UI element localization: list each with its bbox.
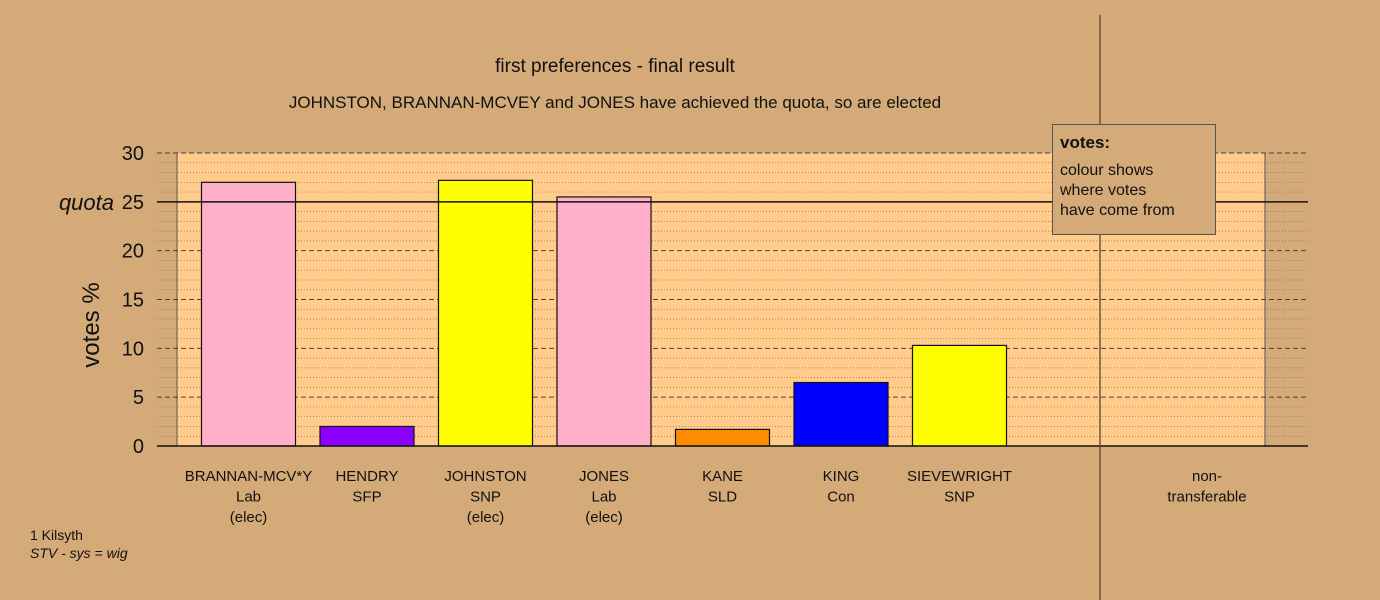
legend: votes: colour shows where votes have com… (1052, 124, 1216, 235)
legend-title: votes: (1060, 133, 1111, 152)
nontransferable-label: transferable (1167, 489, 1246, 506)
x-tick-label: Lab (591, 489, 616, 506)
x-tick-label: KING (823, 468, 860, 485)
y-tick-label: 20 (122, 241, 144, 263)
x-tick-label: JONES (579, 468, 629, 485)
x-tick-label: BRANNAN-MCV*Y (185, 468, 313, 485)
x-tick-label: SIEVEWRIGHT (907, 468, 1012, 485)
x-tick-label: (elec) (467, 509, 505, 526)
bar (319, 425, 415, 447)
bar (200, 181, 297, 447)
x-tick-label: SLD (708, 489, 737, 506)
x-tick-label: SNP (944, 489, 975, 506)
footer-ward: 1 Kilsyth (30, 527, 83, 543)
y-tick-label: 25 (122, 192, 144, 214)
bar (674, 428, 771, 447)
y-tick-label: 5 (133, 387, 144, 409)
legend-line-3: have come from (1060, 202, 1175, 219)
bar (793, 381, 889, 447)
chart-title: first preferences - final result (495, 56, 735, 77)
y-tick-label: 10 (122, 338, 144, 360)
y-tick-label: 30 (122, 143, 144, 165)
legend-line-2: where votes (1060, 182, 1147, 199)
y-tick-label: 15 (122, 290, 144, 312)
x-tick-label: (elec) (585, 509, 623, 526)
bar (556, 196, 652, 447)
quota-label: quota (59, 190, 114, 215)
nontransferable-label: non- (1192, 468, 1222, 485)
legend-line-1: colour shows (1060, 162, 1154, 179)
x-tick-label: Con (827, 489, 855, 506)
bar (911, 344, 1008, 447)
x-tick-label: KANE (702, 468, 743, 485)
x-tick-label: JOHNSTON (444, 468, 526, 485)
y-axis-label: votes % (78, 282, 105, 367)
y-tick-label: 0 (133, 436, 144, 458)
footer-system: STV - sys = wig (30, 545, 128, 561)
x-tick-label: SNP (470, 489, 501, 506)
bar (437, 179, 534, 447)
footer: 1 Kilsyth STV - sys = wig (30, 526, 128, 562)
chart-subtitle: JOHNSTON, BRANNAN-MCVEY and JONES have a… (289, 93, 941, 112)
x-tick-label: SFP (352, 489, 381, 506)
x-tick-label: (elec) (230, 509, 268, 526)
x-tick-label: HENDRY (335, 468, 398, 485)
x-tick-label: Lab (236, 489, 261, 506)
